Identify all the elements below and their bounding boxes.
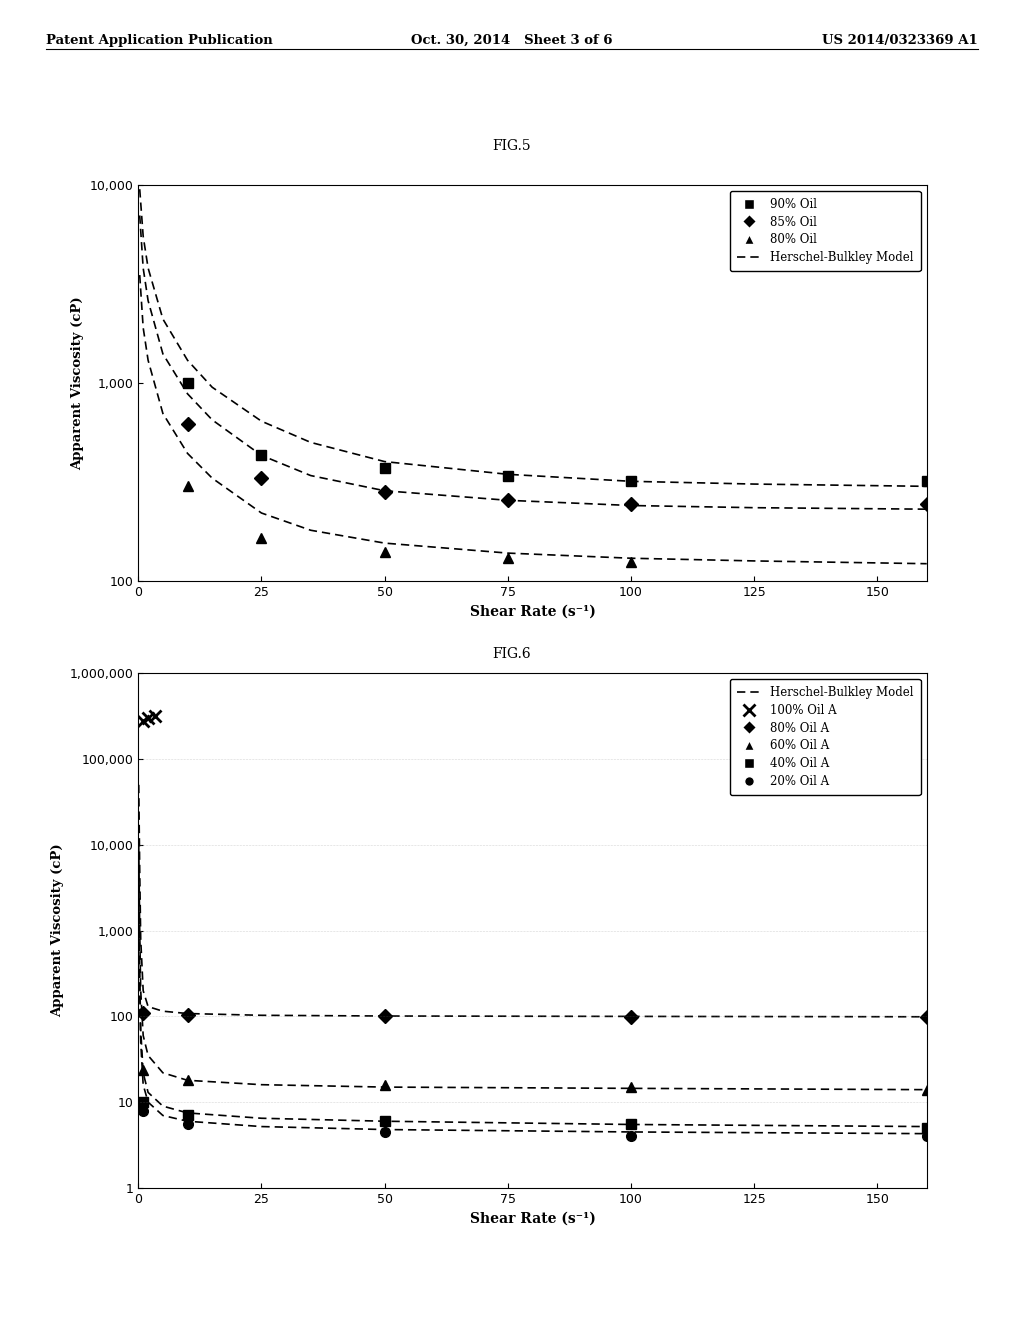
Y-axis label: Apparent Viscosity (cP): Apparent Viscosity (cP) [51, 843, 63, 1018]
Text: FIG.6: FIG.6 [493, 647, 531, 661]
X-axis label: Shear Rate (s⁻¹): Shear Rate (s⁻¹) [470, 1212, 595, 1225]
Legend: 90% Oil, 85% Oil, 80% Oil, Herschel-Bulkley Model: 90% Oil, 85% Oil, 80% Oil, Herschel-Bulk… [730, 190, 921, 271]
Y-axis label: Apparent Viscosity (cP): Apparent Viscosity (cP) [71, 296, 84, 470]
Text: FIG.5: FIG.5 [493, 139, 531, 153]
Text: Oct. 30, 2014   Sheet 3 of 6: Oct. 30, 2014 Sheet 3 of 6 [412, 33, 612, 46]
Legend: Herschel-Bulkley Model, 100% Oil A, 80% Oil A, 60% Oil A, 40% Oil A, 20% Oil A: Herschel-Bulkley Model, 100% Oil A, 80% … [730, 678, 921, 795]
Text: Patent Application Publication: Patent Application Publication [46, 33, 272, 46]
Text: US 2014/0323369 A1: US 2014/0323369 A1 [822, 33, 978, 46]
X-axis label: Shear Rate (s⁻¹): Shear Rate (s⁻¹) [470, 605, 595, 618]
